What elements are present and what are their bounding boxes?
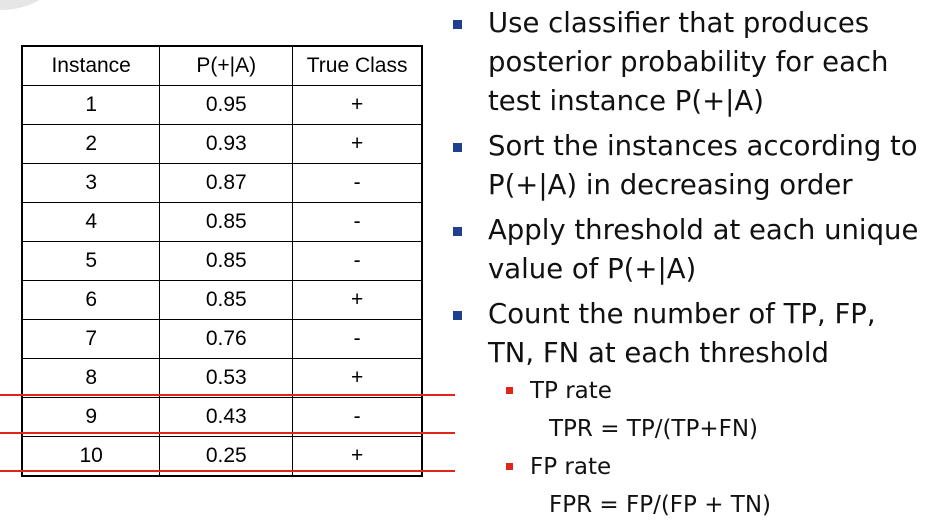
cell-instance: 5 <box>21 241 161 281</box>
cell-probability: 0.85 <box>159 280 294 320</box>
threshold-line <box>0 470 455 472</box>
bullet-item: Sort the instances according to P(+|A) i… <box>450 127 926 205</box>
cell-true-class: + <box>292 436 423 477</box>
header-instance: Instance <box>21 45 161 86</box>
instances-table: Instance P(+|A) True Class 1 0.95 + 2 0.… <box>21 45 423 477</box>
table-row: 2 0.93 + <box>21 124 423 164</box>
header-true-class: True Class <box>292 45 423 86</box>
table-row: 3 0.87 - <box>21 163 423 203</box>
cell-instance: 7 <box>21 319 161 359</box>
table-header-row: Instance P(+|A) True Class <box>21 45 423 86</box>
table-row: 4 0.85 - <box>21 202 423 242</box>
table-row: 8 0.53 + <box>21 358 423 398</box>
cell-instance: 3 <box>21 163 161 203</box>
cell-true-class: + <box>292 280 423 320</box>
cell-probability: 0.85 <box>159 202 294 242</box>
square-bullet-icon <box>453 311 462 320</box>
threshold-line <box>0 394 455 396</box>
cell-true-class: - <box>292 202 423 242</box>
cell-instance: 4 <box>21 202 161 242</box>
square-bullet-icon <box>453 20 462 29</box>
cell-true-class: + <box>292 358 423 398</box>
cell-probability: 0.25 <box>159 436 294 477</box>
square-bullet-icon <box>506 387 513 394</box>
formula-line: FPR = FP/(FP + TN) <box>549 492 772 518</box>
cell-probability: 0.87 <box>159 163 294 203</box>
formula-line: TPR = TP/(TP+FN) <box>549 416 759 442</box>
cell-probability: 0.95 <box>159 85 294 125</box>
cell-probability: 0.43 <box>159 397 294 437</box>
cell-instance: 8 <box>21 358 161 398</box>
cell-true-class: - <box>292 319 423 359</box>
threshold-line <box>0 432 455 434</box>
cell-true-class: - <box>292 163 423 203</box>
table-row: 1 0.95 + <box>21 85 423 125</box>
bullet-list: Use classifier that produces posterior p… <box>450 4 926 525</box>
sub-bullet-item: FP rate <box>450 449 926 485</box>
bullet-item: Count the number of TP, FP, TN, FN at ea… <box>450 295 926 373</box>
square-bullet-icon <box>453 143 462 152</box>
bullet-text: Sort the instances according to P(+|A) i… <box>488 130 918 201</box>
square-bullet-icon <box>506 463 513 470</box>
bullet-text: Use classifier that produces posterior p… <box>488 7 889 117</box>
sub-bullet-label: TP rate <box>530 378 612 404</box>
bullet-item: Use classifier that produces posterior p… <box>450 4 926 121</box>
cell-instance: 10 <box>21 436 161 477</box>
cell-true-class: - <box>292 241 423 281</box>
cell-probability: 0.93 <box>159 124 294 164</box>
table-row: 7 0.76 - <box>21 319 423 359</box>
cell-probability: 0.53 <box>159 358 294 398</box>
cell-instance: 2 <box>21 124 161 164</box>
table-row: 6 0.85 + <box>21 280 423 320</box>
square-bullet-icon <box>453 227 462 236</box>
cell-true-class: - <box>292 397 423 437</box>
bullet-text: Apply threshold at each unique value of … <box>488 214 919 285</box>
cell-probability: 0.85 <box>159 241 294 281</box>
cell-true-class: + <box>292 85 423 125</box>
corner-decoration <box>0 0 60 10</box>
bullet-text: Count the number of TP, FP, TN, FN at ea… <box>488 298 876 369</box>
cell-true-class: + <box>292 124 423 164</box>
sub-bullet-item: TP rate <box>450 373 926 409</box>
sub-bullet-label: FP rate <box>530 454 612 480</box>
bullet-item: Apply threshold at each unique value of … <box>450 211 926 289</box>
cell-instance: 1 <box>21 85 161 125</box>
cell-instance: 9 <box>21 397 161 437</box>
cell-probability: 0.76 <box>159 319 294 359</box>
header-probability: P(+|A) <box>159 45 294 86</box>
cell-instance: 6 <box>21 280 161 320</box>
table-row: 5 0.85 - <box>21 241 423 281</box>
table-row: 10 0.25 + <box>21 436 423 477</box>
table-row: 9 0.43 - <box>21 397 423 437</box>
